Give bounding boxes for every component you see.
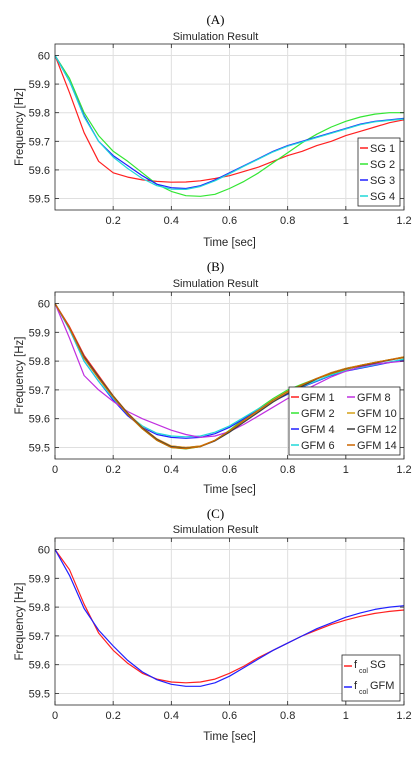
x-tick-label: 0.4 <box>164 464 179 476</box>
y-axis-label: Frequency [Hz] <box>14 583 26 661</box>
y-tick-label: 60 <box>38 545 50 557</box>
legend-label-main: f <box>354 680 358 692</box>
x-tick-label: 1 <box>343 710 349 722</box>
legend-label-sub: col <box>359 668 368 675</box>
legend: GFM 1 GFM 2 GFM 4 GFM 6 GFM 8 GFM 10 GFM 12 GFM… <box>288 386 401 456</box>
legend-label: GFM 14 <box>357 440 397 452</box>
x-tick-label: 1 <box>343 464 349 476</box>
x-tick-label: 1.2 <box>396 710 411 722</box>
legend-label-rest: SG <box>370 659 386 671</box>
legend-box <box>288 386 401 456</box>
series-line-8 <box>54 303 405 450</box>
x-tick-label: 1.2 <box>396 215 411 227</box>
y-tick-label: 59.7 <box>29 136 50 148</box>
y-tick-label: 60 <box>38 50 50 62</box>
legend-label: SG 1 <box>370 143 395 155</box>
y-axis-label: Frequency [Hz] <box>14 88 26 166</box>
chart-panel-3: (C) Simulation Result 0 0.2 0.4 0.6 0.8 1 1.2 60 5… <box>14 506 412 743</box>
chart-panel-1: (A) Simulation Result 0.2 0.4 0.6 0.8 1 1.2 60 59… <box>14 12 412 249</box>
y-tick-label: 59.5 <box>29 194 50 206</box>
x-tick-label: 0 <box>52 464 58 476</box>
x-tick-label: 0.2 <box>106 464 121 476</box>
y-tick-label: 59.8 <box>29 356 50 368</box>
x-tick-label: 0.4 <box>164 215 179 227</box>
series-line-1 <box>54 55 405 183</box>
x-tick-label: 1 <box>343 215 349 227</box>
x-tick-label: 0.8 <box>280 215 295 227</box>
y-tick-label: 59.7 <box>29 631 50 643</box>
legend-label: GFM 2 <box>301 408 335 420</box>
series-line-1 <box>54 549 405 684</box>
x-tick-label: 0 <box>52 710 58 722</box>
y-tick-label: 59.6 <box>29 660 50 672</box>
legend-box <box>357 137 401 207</box>
chart-title: Simulation Result <box>173 31 259 43</box>
legend-label: GFM 4 <box>301 424 335 436</box>
legend-label: GFM 8 <box>357 392 391 404</box>
legend-label: SG 4 <box>370 191 395 203</box>
y-axis-label: Frequency [Hz] <box>14 337 26 415</box>
legend-label-rest: GFM <box>370 680 394 692</box>
y-tick-label: 59.5 <box>29 688 50 700</box>
x-tick-label: 0.8 <box>280 710 295 722</box>
legend-label: GFM 6 <box>301 440 335 452</box>
x-tick-label: 0.6 <box>222 464 237 476</box>
x-tick-label: 1.2 <box>396 464 411 476</box>
y-tick-label: 59.5 <box>29 442 50 454</box>
legend: SG 1 SG 2 SG 3 SG 4 <box>357 137 401 207</box>
y-tick-label: 60 <box>38 299 50 311</box>
chart-panel-2: (B) Simulation Result 0 0.2 0.4 0.6 0.8 1 1.2 60 5… <box>14 259 412 496</box>
legend-box <box>341 654 401 702</box>
x-tick-label: 0.6 <box>222 215 237 227</box>
series-line-2 <box>54 549 405 687</box>
y-tick-label: 59.6 <box>29 414 50 426</box>
y-tick-label: 59.7 <box>29 385 50 397</box>
y-tick-label: 59.6 <box>29 165 50 177</box>
x-axis-label: Time [sec] <box>203 237 256 249</box>
legend-label-sub: col <box>359 689 368 696</box>
panel-letter: (C) <box>207 506 224 521</box>
x-tick-label: 0.2 <box>106 710 121 722</box>
chart-title: Simulation Result <box>173 524 259 536</box>
chart-title: Simulation Result <box>173 278 259 290</box>
legend-label-main: f <box>354 659 358 671</box>
y-tick-label: 59.9 <box>29 79 50 91</box>
x-axis-label: Time [sec] <box>203 484 256 496</box>
x-tick-label: 0.8 <box>280 464 295 476</box>
y-tick-label: 59.8 <box>29 108 50 120</box>
legend-label: GFM 12 <box>357 424 397 436</box>
series-line-2 <box>54 55 404 197</box>
panel-letter: (A) <box>206 12 224 27</box>
series-line-4 <box>54 55 405 190</box>
x-axis-label: Time [sec] <box>203 731 256 743</box>
legend-label: SG 2 <box>370 159 395 171</box>
legend-label: GFM 1 <box>301 392 335 404</box>
legend-label: GFM 10 <box>357 408 397 420</box>
legend-label: SG 3 <box>370 175 395 187</box>
y-tick-label: 59.9 <box>29 327 50 339</box>
x-tick-label: 0.2 <box>106 215 121 227</box>
panel-letter: (B) <box>207 259 224 274</box>
y-tick-label: 59.9 <box>29 573 50 585</box>
x-tick-label: 0.4 <box>164 710 179 722</box>
y-tick-label: 59.8 <box>29 602 50 614</box>
x-tick-label: 0.6 <box>222 710 237 722</box>
